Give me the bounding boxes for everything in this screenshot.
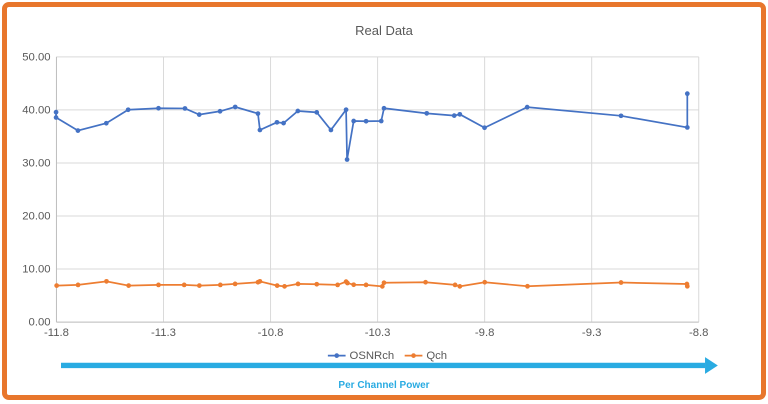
svg-text:-10.3: -10.3: [365, 327, 391, 339]
svg-text:50.00: 50.00: [22, 51, 50, 63]
svg-text:-9.8: -9.8: [475, 327, 495, 339]
svg-text:10.00: 10.00: [22, 263, 50, 275]
svg-text:Qch: Qch: [426, 350, 447, 362]
svg-text:-11.8: -11.8: [44, 327, 69, 339]
svg-text:30.00: 30.00: [22, 157, 50, 169]
svg-text:-9.3: -9.3: [582, 327, 602, 339]
svg-text:40.00: 40.00: [22, 104, 50, 116]
svg-text:OSNRch: OSNRch: [350, 350, 395, 362]
svg-text:-11.3: -11.3: [151, 327, 176, 339]
svg-text:-8.8: -8.8: [689, 327, 709, 339]
svg-text:20.00: 20.00: [22, 210, 50, 222]
svg-text:-10.8: -10.8: [258, 327, 284, 339]
